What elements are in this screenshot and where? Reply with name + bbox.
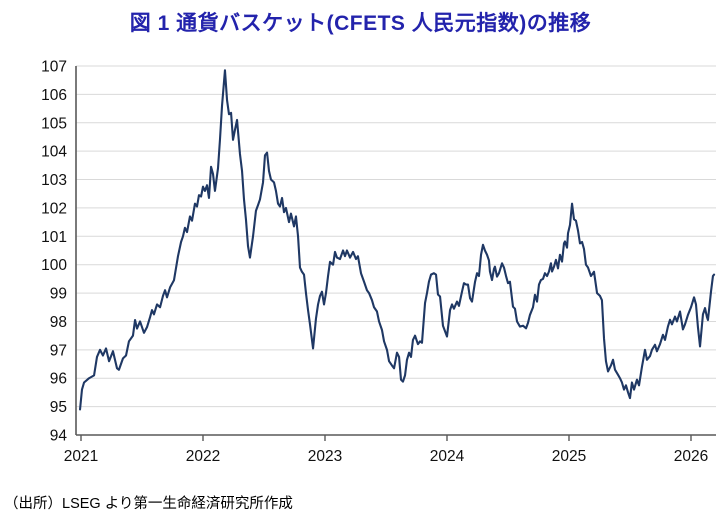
series-line xyxy=(78,69,716,411)
y-tick-label: 105 xyxy=(41,115,67,132)
y-tick-label: 104 xyxy=(41,144,67,161)
x-tick-label: 2023 xyxy=(308,448,342,465)
y-tick-label: 102 xyxy=(41,200,67,217)
chart-title: 図 1 通貨バスケット(CFETS 人民元指数)の推移 xyxy=(129,12,592,35)
y-tick-label: 95 xyxy=(50,399,67,416)
y-tick-label: 98 xyxy=(50,314,67,331)
y-tick-label: 96 xyxy=(50,371,67,388)
y-tick-label: 107 xyxy=(41,59,67,76)
y-tick-label: 94 xyxy=(50,428,68,445)
source-note: （出所）LSEG より第一生命経済研究所作成 xyxy=(4,496,293,512)
y-tick-label: 99 xyxy=(50,286,67,303)
x-tick-label: 2026 xyxy=(674,448,708,465)
x-tick-label: 2024 xyxy=(430,448,465,465)
x-tick-label: 2022 xyxy=(186,448,220,465)
y-tick-label: 100 xyxy=(41,257,67,274)
y-tick-label: 103 xyxy=(41,172,67,189)
y-tick-label: 106 xyxy=(41,87,67,104)
y-tick-label: 101 xyxy=(41,229,67,246)
y-tick-label: 97 xyxy=(50,342,67,359)
x-tick-label: 2021 xyxy=(64,448,98,465)
x-tick-label: 2025 xyxy=(552,448,586,465)
